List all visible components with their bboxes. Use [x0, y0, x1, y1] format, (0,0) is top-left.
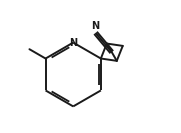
Text: N: N — [91, 21, 100, 31]
Text: N: N — [69, 38, 77, 48]
